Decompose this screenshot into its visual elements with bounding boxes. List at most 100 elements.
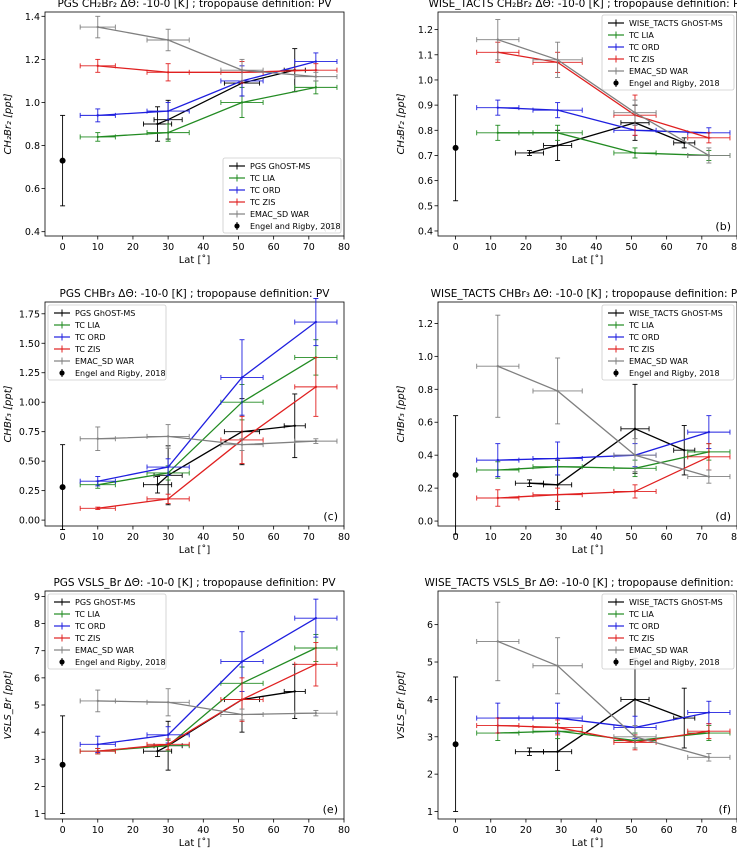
chart-panel-e: PGS VSLS_Br ΔΘ: -10-0 [K] ; tropopause d… [3,577,350,849]
legend-label: TC LIA [74,321,100,330]
y-tick-label: 0.9 [418,101,433,112]
x-tick-label: 0 [60,532,66,543]
legend-label: EMAC_SD WAR [629,67,689,76]
series-line [497,106,709,134]
axes-frame [437,301,737,527]
data-point [166,131,170,134]
y-tick-label: 1.25 [19,368,40,379]
chart-panel-d: WISE_TACTS CHBr₃ ΔΘ: -10-0 [K] ; tropopa… [396,288,737,556]
series-line [97,356,317,486]
x-tick-label: 0 [60,825,66,836]
y-tick-label: 3 [427,732,433,743]
y-tick-label: 6 [34,673,40,684]
x-axis-label: Lat [˚] [572,254,604,266]
data-point [96,64,99,68]
legend-label: TC LIA [249,174,275,183]
data-point [496,38,499,41]
legend-label: PGS GhOST-MS [75,309,135,318]
data-point [314,711,318,715]
data-point [240,376,244,379]
x-tick-label: 20 [520,242,532,253]
series-3 [79,642,338,755]
data-point [166,38,170,42]
x-tick-label: 0 [60,242,66,253]
data-point [166,435,170,438]
legend-box [47,593,167,670]
y-tick-label: 0.2 [418,484,433,495]
y-tick-label: 0.00 [19,516,40,527]
x-tick-label: 50 [625,825,637,836]
data-point [96,749,99,753]
x-tick-label: 50 [625,242,637,253]
y-tick-label: 7 [34,646,40,657]
panel-label: (d) [715,510,731,523]
y-tick-label: 0.0 [418,517,433,528]
x-tick-label: 60 [661,825,673,836]
y-tick-label: 9 [34,592,40,603]
data-point [633,490,637,493]
y-tick-label: 0.6 [418,176,433,187]
y-tick-label: 1.1 [418,50,433,61]
y-tick-label: 0.50 [19,457,40,468]
series-0 [514,657,696,771]
series-line [497,711,709,729]
legend-label: TC LIA [628,321,654,330]
data-point [556,750,559,753]
legend-label: TC ORD [628,622,660,631]
data-point [707,154,711,157]
data-point [707,430,711,434]
legend-label: PGS GhOST-MS [75,598,135,607]
series-line [97,663,317,752]
chart-panel-b: WISE_TACTS CH₂Br₂ ΔΘ: -10-0 [K] ; tropop… [396,0,737,266]
y-tick-label: 1.00 [19,398,40,409]
chart-title: PGS CHBr₃ ΔΘ: -10-0 [K] ; tropopause def… [60,288,331,300]
data-point [496,365,499,368]
y-tick-label: 0.5 [418,201,433,212]
y-tick-label: 0.25 [19,486,40,497]
data-point [496,131,499,135]
series-line [97,321,317,482]
series-line [97,617,317,746]
legend-label: EMAC_SD WAR [629,646,689,655]
data-point [96,135,99,139]
x-tick-label: 10 [485,825,497,836]
data-point [314,663,318,666]
data-point [556,726,559,729]
legend: PGS GhOST-MS TC LIA TC ORD TC ZIS EMAC_SD WA… [222,157,342,234]
y-tick-label: 1 [427,807,433,818]
x-tick-label: 50 [232,825,244,836]
y-axis-label: CHBr₃ [ppt] [3,385,14,442]
panel-label: (f) [719,803,731,816]
x-tick-label: 20 [520,532,532,543]
x-axis-label: Lat [˚] [179,254,211,266]
data-point [314,439,318,443]
x-tick-label: 40 [197,532,209,543]
x-tick-label: 0 [453,242,459,253]
y-axis-label: CHBr₃ [ppt] [396,385,407,442]
reference-point [59,484,66,491]
x-tick-label: 70 [303,532,315,543]
y-tick-label: 1.2 [418,319,433,330]
series-line [97,86,316,138]
y-tick-label: 0.8 [418,126,433,137]
data-point [314,86,318,89]
series-line [97,435,316,446]
data-point [314,616,318,620]
data-point [166,733,170,737]
series-3 [79,58,338,84]
legend: PGS GhOST-MS TC LIA TC ORD TC ZIS EMAC_SD WA… [47,593,167,670]
chart-title: WISE_TACTS CH₂Br₂ ΔΘ: -10-0 [K] ; tropop… [429,0,737,10]
x-tick-label: 40 [197,242,209,253]
panel-label: (b) [715,220,731,233]
data-point [166,743,170,746]
series-line [157,425,295,486]
legend-label: TC ZIS [628,345,654,354]
series-3 [476,717,731,751]
legend-label: TC ZIS [628,634,654,643]
data-point [240,660,244,663]
data-point [96,507,99,510]
data-point [314,60,318,63]
data-point [96,25,99,29]
series-4 [79,15,338,82]
